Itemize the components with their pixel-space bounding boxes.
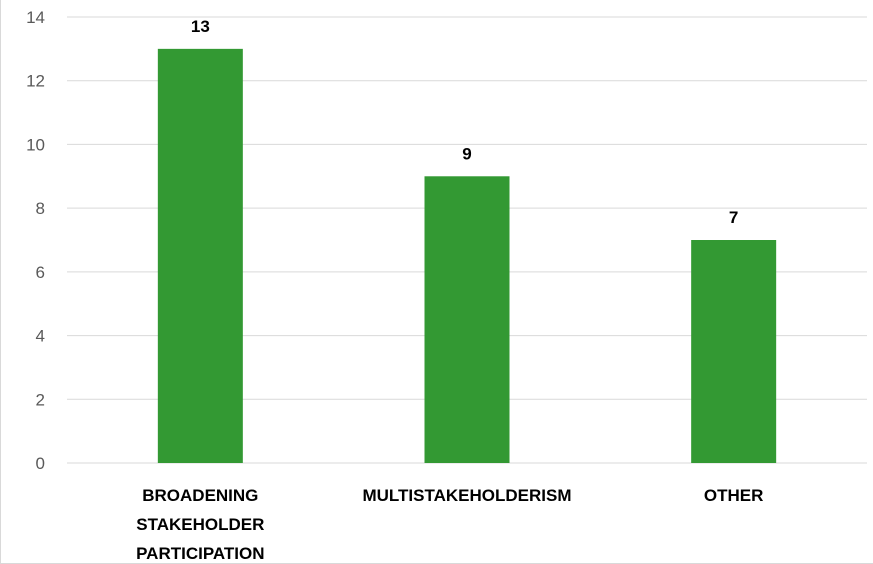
y-tick-label: 14	[26, 8, 45, 27]
y-tick-label: 8	[36, 199, 45, 218]
y-tick-label: 2	[36, 390, 45, 409]
y-tick-label: 0	[36, 454, 45, 473]
y-tick-label: 6	[36, 263, 45, 282]
y-tick-label: 4	[36, 327, 45, 346]
bar	[157, 48, 243, 463]
x-tick-label: STAKEHOLDER	[136, 515, 264, 534]
bar	[691, 240, 777, 463]
x-tick-label: MULTISTAKEHOLDERISM	[362, 486, 571, 505]
x-tick-label: PARTICIPATION	[136, 544, 264, 563]
y-tick-label: 12	[26, 72, 45, 91]
bar	[424, 176, 510, 464]
data-label: 13	[191, 17, 210, 36]
data-label: 7	[729, 208, 738, 227]
x-tick-label: BROADENING	[142, 486, 258, 505]
x-tick-label: OTHER	[704, 486, 764, 505]
data-label: 9	[462, 144, 471, 163]
y-tick-label: 10	[26, 135, 45, 154]
